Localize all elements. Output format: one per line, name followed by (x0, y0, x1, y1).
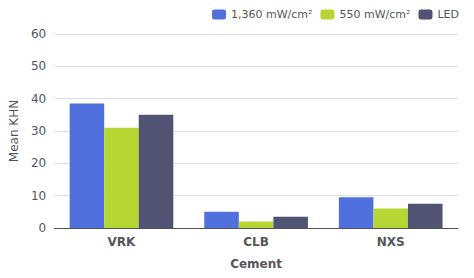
svg-text:Cement: Cement (230, 257, 282, 271)
svg-text:550 mW/cm²: 550 mW/cm² (339, 8, 410, 21)
svg-text:50: 50 (31, 59, 46, 73)
svg-text:CLB: CLB (243, 235, 269, 249)
svg-text:20: 20 (31, 156, 46, 170)
svg-text:30: 30 (31, 124, 46, 138)
svg-text:NXS: NXS (377, 235, 405, 249)
svg-text:40: 40 (31, 92, 46, 106)
svg-text:0: 0 (39, 221, 47, 235)
svg-text:1,360 mW/cm²: 1,360 mW/cm² (231, 8, 312, 21)
svg-text:10: 10 (31, 189, 46, 203)
svg-text:VRK: VRK (108, 235, 137, 249)
svg-text:60: 60 (31, 27, 46, 41)
svg-text:Mean KHN: Mean KHN (7, 100, 21, 162)
svg-text:LED: LED (437, 8, 459, 21)
